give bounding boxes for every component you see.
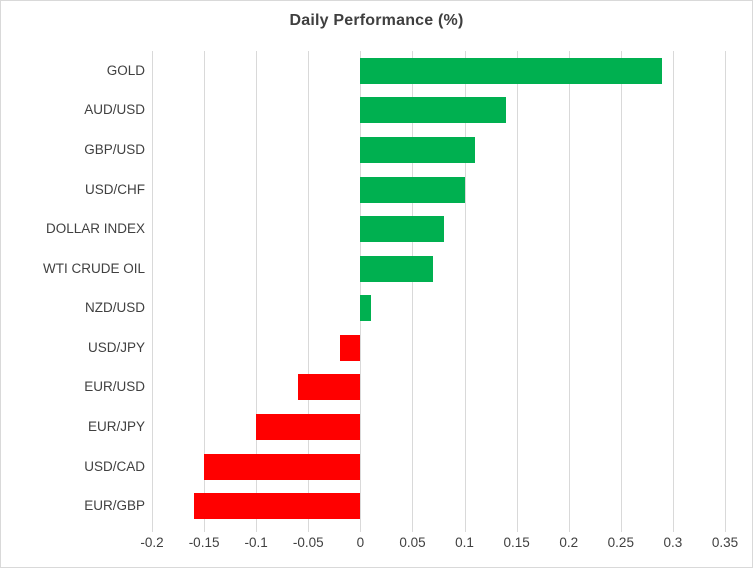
x-axis-tick bbox=[568, 526, 570, 532]
bar-nzd-usd bbox=[360, 295, 371, 322]
x-tick-label: 0 bbox=[356, 535, 365, 550]
bar-eur-gbp bbox=[193, 493, 361, 520]
x-axis-tick bbox=[516, 526, 518, 532]
bar-eur-usd bbox=[297, 374, 361, 401]
gridline bbox=[620, 51, 622, 526]
x-tick-label: 0.15 bbox=[503, 535, 530, 550]
x-axis-tick bbox=[412, 526, 414, 532]
bar-eur-jpy bbox=[256, 414, 361, 441]
x-tick-label: -0.1 bbox=[244, 535, 268, 550]
x-tick-label: 0.25 bbox=[607, 535, 634, 550]
gridline bbox=[725, 51, 726, 526]
category-label-usd-cad: USD/CAD bbox=[84, 458, 145, 474]
bar-dollar-index bbox=[360, 216, 444, 243]
gridline bbox=[308, 51, 310, 526]
x-tick-label: 0.1 bbox=[455, 535, 474, 550]
x-axis-tick bbox=[308, 526, 310, 532]
gridline bbox=[360, 51, 362, 526]
x-tick-label: 0.3 bbox=[663, 535, 683, 550]
x-axis-tick bbox=[256, 526, 258, 532]
category-label-usd-jpy: USD/JPY bbox=[87, 339, 145, 355]
bar-wti-crude-oil bbox=[360, 255, 434, 282]
bar-usd-cad bbox=[204, 453, 361, 480]
x-axis-tick bbox=[204, 526, 206, 532]
category-label-wti-crude-oil: WTI CRUDE OIL bbox=[42, 260, 145, 276]
x-axis-tick bbox=[672, 526, 674, 532]
category-label-dollar-index: DOLLAR INDEX bbox=[45, 221, 145, 237]
category-label-eur-usd: EUR/USD bbox=[84, 379, 145, 395]
x-axis-tick bbox=[620, 526, 622, 532]
x-tick-label: -0.05 bbox=[292, 535, 324, 550]
x-tick-label: -0.2 bbox=[140, 535, 164, 550]
bar-aud-usd bbox=[360, 97, 507, 124]
gridline bbox=[152, 51, 153, 526]
category-label-aud-usd: AUD/USD bbox=[84, 102, 145, 118]
bar-usd-jpy bbox=[339, 334, 361, 361]
category-label-nzd-usd: NZD/USD bbox=[85, 300, 145, 316]
gridline bbox=[412, 51, 414, 526]
bar-gold bbox=[360, 57, 663, 84]
x-axis-tick bbox=[725, 526, 726, 532]
category-label-eur-gbp: EUR/GBP bbox=[84, 498, 145, 514]
x-tick-label: 0.2 bbox=[559, 535, 579, 550]
x-axis-tick bbox=[464, 526, 466, 532]
gridline bbox=[516, 51, 518, 526]
category-label-usd-chf: USD/CHF bbox=[85, 181, 145, 197]
gridline bbox=[464, 51, 466, 526]
category-label-gbp-usd: GBP/USD bbox=[84, 141, 145, 157]
x-tick-label: 0.35 bbox=[711, 535, 739, 550]
x-tick-label: 0.05 bbox=[399, 535, 426, 550]
gridline bbox=[568, 51, 570, 526]
x-tick-label: -0.15 bbox=[188, 535, 220, 550]
chart-title: Daily Performance (%) bbox=[289, 12, 464, 29]
bar-usd-chf bbox=[360, 176, 465, 203]
x-axis-tick bbox=[152, 526, 153, 532]
category-label-gold: GOLD bbox=[106, 62, 145, 78]
gridline bbox=[256, 51, 258, 526]
gridline bbox=[672, 51, 674, 526]
bar-gbp-usd bbox=[360, 136, 475, 163]
category-label-eur-jpy: EUR/JPY bbox=[87, 419, 145, 435]
x-axis-tick bbox=[360, 526, 362, 532]
gridline bbox=[204, 51, 206, 526]
